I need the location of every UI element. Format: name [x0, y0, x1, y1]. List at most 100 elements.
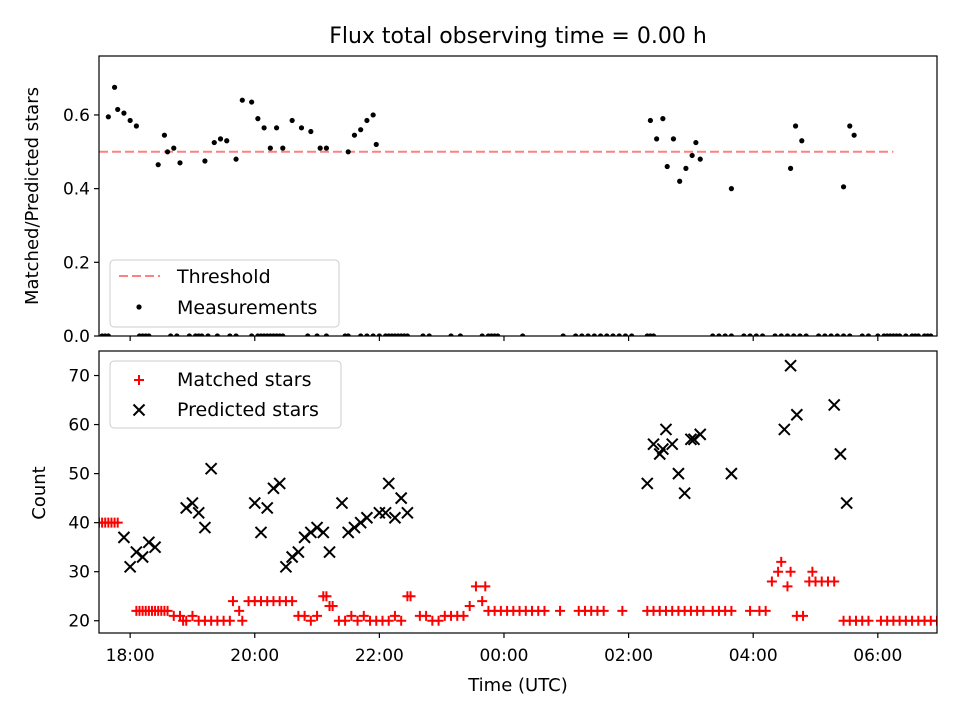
measurement-point — [426, 333, 432, 336]
predicted-star-point — [659, 423, 673, 436]
matched-star-point — [352, 615, 363, 626]
matched-star-point — [224, 615, 235, 626]
measurement-point — [591, 333, 597, 336]
bottom-axes-frame — [98, 350, 938, 634]
measurement-point — [772, 333, 778, 336]
measurement-point — [121, 110, 127, 116]
x-tick-label: 00:00 — [479, 646, 528, 666]
matched-star-point — [187, 610, 198, 621]
measurement-point — [840, 333, 847, 336]
measurement-point — [797, 333, 803, 336]
bottom-y-tick-label: 60 — [68, 416, 90, 436]
bottom-y-axis-label: Count — [29, 466, 50, 519]
measurement-point — [859, 333, 865, 336]
matched-star-point — [327, 601, 338, 612]
measurement-point — [280, 145, 286, 151]
predicted-star-point — [840, 496, 853, 510]
bottom-panel: 20 30 40 50 60 70 18:00 20:00 22:00 00:00 02:00 04:… — [68, 350, 938, 666]
matched-star-point — [464, 601, 475, 612]
matched-star-point — [745, 605, 756, 616]
matched-star-point — [807, 566, 818, 577]
measurement-point — [710, 333, 716, 336]
matched-star-point — [227, 596, 238, 607]
matched-star-point — [477, 596, 488, 607]
legend-box — [109, 360, 342, 429]
measurement-point — [370, 333, 376, 336]
top-y-axis-label: Matched/Predicted stars — [22, 87, 43, 305]
predicted-star-point — [204, 462, 218, 475]
bottom-legend: Matched stars Predicted stars — [109, 360, 342, 429]
predicted-star-point — [123, 560, 137, 573]
measurement-point — [915, 333, 921, 336]
predicted-star-point — [382, 477, 395, 490]
measurement-point — [364, 117, 370, 124]
measurement-point — [753, 333, 759, 336]
predicted-star-point — [198, 521, 212, 534]
top-y-tick-label: 0.6 — [63, 106, 90, 126]
measurement-point — [792, 123, 799, 129]
matched-star-point — [726, 605, 737, 616]
measurement-point — [199, 333, 205, 336]
predicted-star-point — [292, 545, 305, 559]
measurement-point — [345, 333, 351, 336]
measurement-point — [171, 145, 177, 151]
measurement-point — [728, 186, 734, 192]
matched-star-point — [470, 581, 481, 592]
x-tick-label: 18:00 — [106, 646, 155, 666]
matched-star-point — [932, 615, 937, 626]
measurement-point — [865, 333, 872, 336]
measurement-point — [803, 333, 809, 336]
measurement-point — [323, 333, 330, 336]
measurement-point — [495, 333, 501, 336]
matched-star-point — [458, 610, 469, 621]
matched-star-point — [237, 615, 248, 626]
measurement-point — [202, 158, 208, 164]
x-axis-label: Time (UTC) — [467, 675, 568, 696]
measurement-point — [233, 156, 239, 162]
matched-star-point — [539, 605, 550, 616]
matched-star-point — [383, 615, 394, 626]
measurement-point — [351, 132, 358, 138]
bottom-y-tick-label: 30 — [68, 563, 90, 583]
legend-measurements-swatch — [136, 304, 142, 310]
x-tick-label: 06:00 — [853, 646, 902, 666]
measurement-point — [205, 333, 211, 336]
bottom-y-tick-label: 20 — [68, 612, 90, 632]
measurement-point — [840, 184, 847, 190]
measurement-point — [654, 136, 660, 142]
measurement-point — [358, 333, 364, 336]
legend-predicted-swatch — [132, 403, 146, 417]
predicted-star-point — [401, 506, 414, 520]
x-tick-label: 22:00 — [355, 646, 404, 666]
matched-star-point — [396, 615, 407, 626]
measurement-point — [227, 333, 233, 336]
top-plot-area — [99, 84, 934, 336]
measurement-point — [174, 333, 180, 336]
measurement-point — [722, 333, 728, 336]
legend-predicted-label: Predicted stars — [177, 399, 319, 421]
measurement-point — [928, 333, 934, 336]
matched-star-point — [405, 591, 416, 602]
matched-star-point — [299, 610, 310, 621]
matched-star-point — [162, 605, 173, 616]
predicted-star-point — [725, 467, 738, 480]
measurement-point — [851, 132, 857, 138]
matched-star-point — [346, 610, 357, 621]
measurement-point — [289, 117, 295, 124]
bottom-plot-area — [99, 359, 937, 626]
measurement-point — [249, 99, 255, 105]
measurement-point — [239, 97, 245, 103]
measurement-point — [629, 333, 635, 336]
matched-star-point — [829, 576, 840, 587]
measurement-point — [787, 165, 794, 171]
predicted-star-point — [665, 437, 679, 451]
top-y-tick-label: 0.0 — [63, 327, 90, 347]
x-tick-label: 20:00 — [230, 646, 279, 666]
measurement-point — [308, 128, 314, 135]
measurement-point — [280, 333, 286, 336]
measurement-point — [799, 138, 805, 144]
measurement-point — [828, 333, 834, 336]
predicted-star-point — [186, 496, 199, 510]
matched-star-point — [555, 605, 566, 616]
measurement-point — [778, 333, 784, 336]
